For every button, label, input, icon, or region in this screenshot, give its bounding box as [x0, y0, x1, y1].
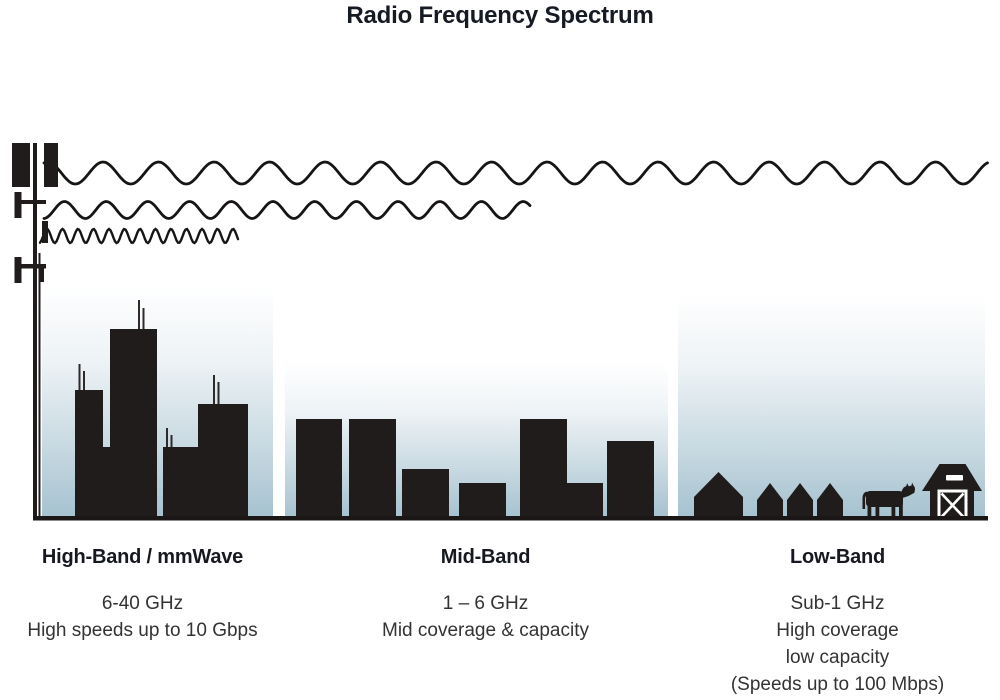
- band-details: 6-40 GHz High speeds up to 10 Gbps: [15, 590, 270, 644]
- building: [163, 447, 198, 518]
- band-name: Low-Band: [789, 546, 886, 568]
- building: [520, 419, 567, 518]
- high-band-label: High-Band / mmWave 6-40 GHz High speeds …: [15, 546, 270, 644]
- antenna-spikes: [78, 300, 220, 448]
- house: [694, 472, 743, 518]
- band-name: Mid-Band: [440, 546, 531, 568]
- mid-frequency-wave-icon: [42, 200, 532, 220]
- radio-waves: [38, 160, 989, 245]
- band-detail-line: 1 – 6 GHz: [442, 593, 529, 614]
- building: [349, 419, 396, 518]
- village-houses-icon: [694, 472, 843, 518]
- low-band-label: Low-Band Sub-1 GHz High coverage low cap…: [685, 546, 990, 698]
- high-frequency-wave-icon: [38, 227, 240, 245]
- building: [103, 447, 110, 518]
- band-detail-line: 6-40 GHz: [101, 593, 184, 614]
- house: [787, 483, 813, 518]
- building: [296, 419, 342, 518]
- hayloft-vent: [946, 475, 963, 481]
- building: [110, 329, 157, 518]
- band-name: High-Band / mmWave: [41, 546, 244, 568]
- building: [607, 441, 654, 518]
- band-detail-line: Mid coverage & capacity: [382, 620, 589, 641]
- cow-icon: [862, 482, 915, 518]
- house: [757, 483, 783, 518]
- town-skyline-icon: [296, 419, 654, 518]
- house: [817, 483, 843, 518]
- city-skyline-icon: [75, 300, 248, 518]
- band-detail-line: High coverage: [776, 620, 899, 641]
- band-detail-line: low capacity: [785, 647, 890, 668]
- low-frequency-wave-icon: [42, 160, 989, 186]
- band-detail-line: Sub-1 GHz: [790, 593, 885, 614]
- page-title: Radio Frequency Spectrum: [346, 2, 654, 29]
- band-details: Sub-1 GHz High coverage low capacity (Sp…: [685, 590, 990, 698]
- band-detail-line: High speeds up to 10 Gbps: [27, 620, 258, 641]
- building: [75, 390, 103, 518]
- barn-icon: [922, 464, 982, 518]
- cell-tower-icon: [12, 143, 58, 516]
- ground-baseline: [33, 516, 988, 521]
- building: [567, 483, 603, 518]
- building: [402, 469, 449, 518]
- mid-band-label: Mid-Band 1 – 6 GHz Mid coverage & capaci…: [333, 546, 638, 644]
- band-detail-line: (Speeds up to 100 Mbps): [730, 674, 945, 695]
- building: [459, 483, 506, 518]
- band-details: 1 – 6 GHz Mid coverage & capacity: [333, 590, 638, 644]
- building: [198, 404, 248, 518]
